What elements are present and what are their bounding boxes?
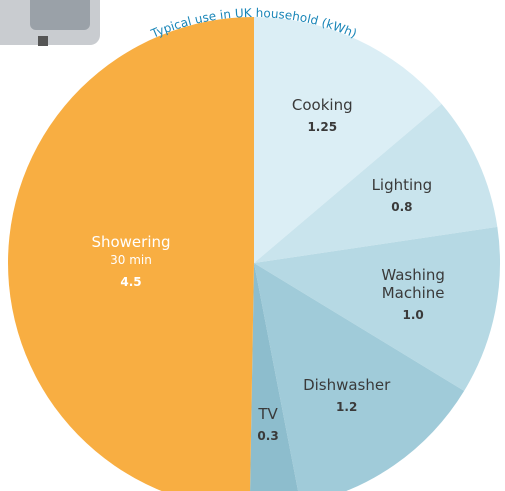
pie-slice — [250, 263, 299, 491]
value-label: 1.2 — [336, 400, 358, 415]
appliance-photo — [0, 0, 100, 46]
pie-slice — [254, 226, 501, 391]
category-label: Cooking — [291, 95, 353, 114]
value-label: 4.5 — [120, 274, 142, 289]
category-label: Washing Machine — [381, 266, 445, 303]
category-label: TV — [258, 404, 278, 423]
pie-slice — [254, 103, 498, 263]
category-label: Dishwasher — [303, 376, 391, 395]
pie-slice — [254, 17, 442, 263]
annotation: 30 min — [110, 252, 152, 267]
category-label: Showering — [91, 232, 171, 251]
value-label: 1.0 — [402, 308, 424, 323]
slice-label: Dishwasher 1.2 — [299, 376, 395, 416]
category-label: Lighting — [371, 176, 433, 195]
pie-slice — [254, 263, 465, 491]
slice-label: Lighting 0.8 — [354, 176, 450, 216]
slice-label: Showering 30 min 4.5 — [83, 233, 179, 291]
pie-slice — [8, 17, 254, 491]
slice-label: TV 0.3 — [220, 405, 316, 445]
value-label: 1.25 — [307, 119, 338, 134]
slice-label: Cooking 1.25 — [274, 96, 370, 136]
value-label: 0.8 — [391, 200, 413, 215]
slice-label: Washing Machine 1.0 — [365, 266, 461, 324]
value-label: 0.3 — [257, 428, 279, 443]
